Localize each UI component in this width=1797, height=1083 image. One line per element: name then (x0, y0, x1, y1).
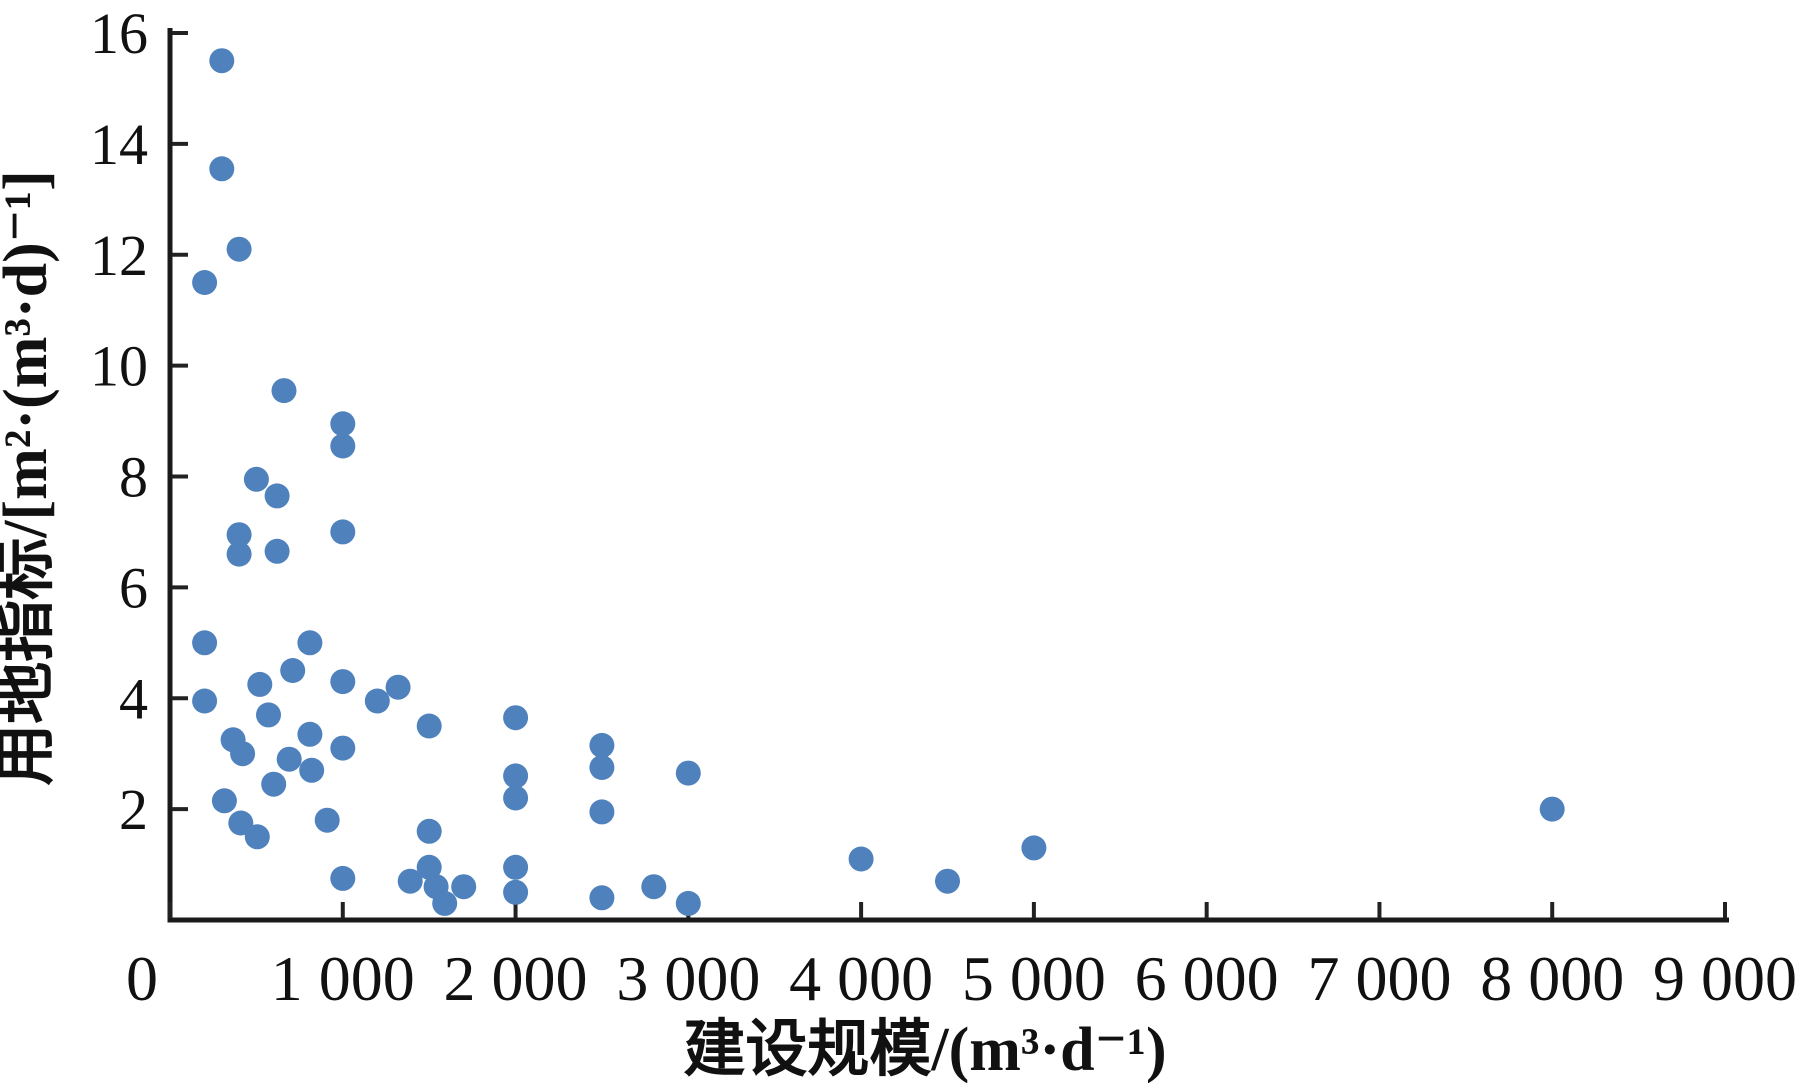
scatter-point (675, 890, 701, 916)
scatter-point (297, 721, 323, 747)
x-tick-label: 1 000 (271, 943, 415, 1014)
scatter-point (330, 669, 356, 695)
scatter-point (226, 541, 252, 567)
scatter-point (385, 674, 411, 700)
scatter-point (314, 807, 340, 833)
x-tick-label: 4 000 (789, 943, 933, 1014)
scatter-point (416, 713, 442, 739)
scatter-point (211, 788, 237, 814)
scatter-point (589, 732, 615, 758)
scatter-point (416, 854, 442, 880)
scatter-point (330, 433, 356, 459)
scatter-point (848, 846, 874, 872)
y-tick-label: 14 (90, 112, 148, 177)
scatter-point (330, 735, 356, 761)
scatter-point (244, 824, 270, 850)
scatter-point (261, 771, 287, 797)
y-tick-label: 2 (119, 777, 148, 842)
scatter-point (503, 879, 529, 905)
scatter-point (330, 519, 356, 545)
scatter-point (330, 865, 356, 891)
x-tick-label: 2 000 (444, 943, 588, 1014)
scatter-point (589, 799, 615, 825)
scatter-point (299, 757, 325, 783)
scatter-point (243, 466, 269, 492)
scatter-point (503, 854, 529, 880)
scatter-point (226, 236, 252, 262)
scatter-point (364, 688, 390, 714)
scatter-point (503, 785, 529, 811)
scatter-point (641, 874, 667, 900)
scatter-point (1021, 835, 1047, 861)
scatter-point (209, 156, 235, 182)
scatter-point (432, 890, 458, 916)
scatter-point (451, 874, 477, 900)
y-tick-label: 16 (90, 1, 148, 66)
scatter-point (264, 538, 290, 564)
x-axis-title: 建设规模/(m³·d⁻¹) (683, 1015, 1166, 1083)
scatter-point (209, 48, 235, 74)
scatter-point (935, 868, 960, 894)
scatter-point (264, 483, 290, 509)
x-tick-label: 6 000 (1135, 943, 1279, 1014)
scatter-point (276, 746, 302, 772)
scatter-point (271, 378, 297, 404)
scatter-point (280, 658, 306, 683)
scatter-point (230, 741, 256, 767)
y-tick-label: 8 (119, 445, 148, 510)
y-tick-label: 12 (90, 223, 148, 288)
scatter-point (247, 671, 273, 697)
scatter-point (192, 688, 218, 714)
x-tick-label: 9 000 (1653, 943, 1797, 1014)
scatter-point (192, 270, 218, 295)
y-tick-label: 6 (119, 555, 148, 620)
scatter-point (1539, 796, 1565, 822)
scatter-point (228, 810, 254, 836)
x-tick-label: 5 000 (962, 943, 1106, 1014)
scatter-point (416, 818, 442, 844)
x-tick-label: 0 (126, 943, 158, 1014)
y-tick-label: 4 (119, 666, 148, 731)
y-tick-label: 10 (90, 334, 148, 399)
scatter-point (297, 630, 323, 656)
scatter-point (675, 760, 701, 786)
x-tick-label: 8 000 (1480, 943, 1624, 1014)
scatter-point (397, 868, 423, 894)
scatter-point (503, 705, 529, 731)
scatter-point (226, 522, 252, 548)
scatter-point (589, 885, 615, 911)
x-tick-label: 7 000 (1307, 943, 1451, 1014)
y-axis-title: 用地指标/[m²·(m³·d)⁻¹] (0, 170, 60, 785)
scatter-point (589, 755, 615, 780)
scatter-point (192, 630, 218, 656)
scatter-point (503, 763, 529, 789)
scatter-point (256, 702, 281, 728)
scatter-point (330, 411, 356, 437)
x-tick-label: 3 000 (616, 943, 760, 1014)
